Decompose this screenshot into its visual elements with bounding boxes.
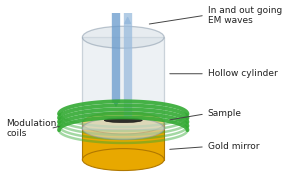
Text: Hollow cylinder: Hollow cylinder	[208, 69, 278, 78]
FancyBboxPatch shape	[82, 37, 164, 128]
Ellipse shape	[82, 26, 164, 48]
Ellipse shape	[82, 118, 164, 139]
Text: Gold mirror: Gold mirror	[208, 142, 260, 151]
Ellipse shape	[82, 112, 164, 134]
Text: Sample: Sample	[208, 109, 242, 118]
Text: In and out going
EM waves: In and out going EM waves	[208, 6, 282, 25]
FancyBboxPatch shape	[82, 123, 164, 160]
Ellipse shape	[82, 149, 164, 171]
Ellipse shape	[104, 118, 142, 123]
Text: Modulation
coils: Modulation coils	[7, 119, 57, 138]
